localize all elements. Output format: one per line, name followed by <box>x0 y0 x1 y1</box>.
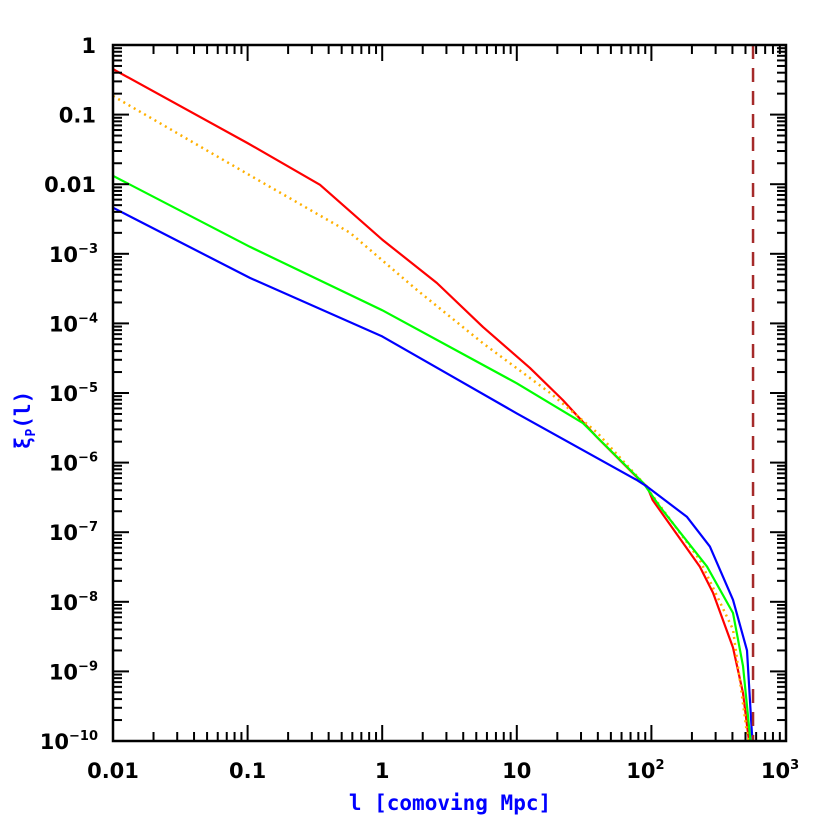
y-tick-label: 10−7 <box>49 520 98 545</box>
x-tick-label: 10 <box>502 759 531 783</box>
y-tick-label: 1 <box>81 34 96 58</box>
y-tick-label-exponent: −3 <box>78 242 98 257</box>
y-axis-label: ξP(l) <box>11 391 39 449</box>
y-tick-label-exponent: −8 <box>78 590 98 605</box>
x-tick-label: 102 <box>626 758 664 783</box>
axes <box>111 43 788 743</box>
y-tick-label-base: 10 <box>49 243 78 267</box>
y-tick-label: 10−3 <box>49 242 98 267</box>
y-tick-label-base: 0.1 <box>59 104 96 128</box>
y-tick-label: 0.1 <box>59 104 96 128</box>
x-tick-label-exponent: 2 <box>655 758 664 773</box>
plot-frame <box>111 43 788 743</box>
x-tick-label-base: 1 <box>375 759 390 783</box>
y-tick-label-base: 10 <box>49 452 78 476</box>
y-tick-label-base: 10 <box>40 730 69 754</box>
y-tick-label-exponent: −6 <box>78 451 98 466</box>
y-tick-label-exponent: −5 <box>78 381 98 396</box>
y-axis-label-sub: P <box>24 429 39 437</box>
y-tick-label-exponent: −4 <box>78 311 98 326</box>
x-tick-label-base: 10 <box>626 759 655 783</box>
y-tick-label-exponent: −9 <box>78 659 98 674</box>
x-tick-label: 0.01 <box>87 759 139 783</box>
y-tick-label: 10−5 <box>49 381 98 406</box>
y-tick-label: 10−8 <box>49 590 98 615</box>
series-line-0 <box>112 68 751 742</box>
x-tick-label-base: 0.1 <box>229 759 266 783</box>
y-axis-label-arg: (l) <box>11 391 35 429</box>
y-tick-label-exponent: −10 <box>69 729 98 744</box>
x-tick-label-base: 10 <box>502 759 531 783</box>
tick-labels: 0.01 0.1 1 10 102 10310.10.0110−310−410−510−6… <box>40 34 799 783</box>
x-tick-label: 1 <box>375 759 390 783</box>
y-tick-label-base: 10 <box>49 521 78 545</box>
x-tick-label-base: 0.01 <box>87 759 139 783</box>
y-tick-label-exponent: −7 <box>78 520 98 535</box>
y-tick-label: 10−6 <box>49 451 98 476</box>
series-line-2 <box>112 174 752 742</box>
x-tick-label-base: 10 <box>761 759 790 783</box>
y-tick-label-base: 0.01 <box>44 173 96 197</box>
y-tick-label-base: 1 <box>81 34 96 58</box>
y-tick-label-base: 10 <box>49 312 78 336</box>
y-tick-label: 0.01 <box>44 173 96 197</box>
x-tick-label: 0.1 <box>229 759 266 783</box>
y-tick-label: 10−10 <box>40 729 98 754</box>
series-line-1 <box>112 94 751 742</box>
y-tick-label: 10−4 <box>49 311 98 336</box>
y-tick-label: 10−9 <box>49 659 98 684</box>
x-axis-label: l [comoving Mpc] <box>349 791 551 815</box>
y-axis-label-main: ξ <box>11 437 35 450</box>
y-tick-label-base: 10 <box>49 660 78 684</box>
y-tick-label-base: 10 <box>49 382 78 406</box>
curves <box>112 45 755 742</box>
x-tick-label-exponent: 3 <box>790 758 799 773</box>
y-tick-label-base: 10 <box>49 591 78 615</box>
x-tick-label: 103 <box>761 758 799 783</box>
series-line-3 <box>112 206 755 742</box>
